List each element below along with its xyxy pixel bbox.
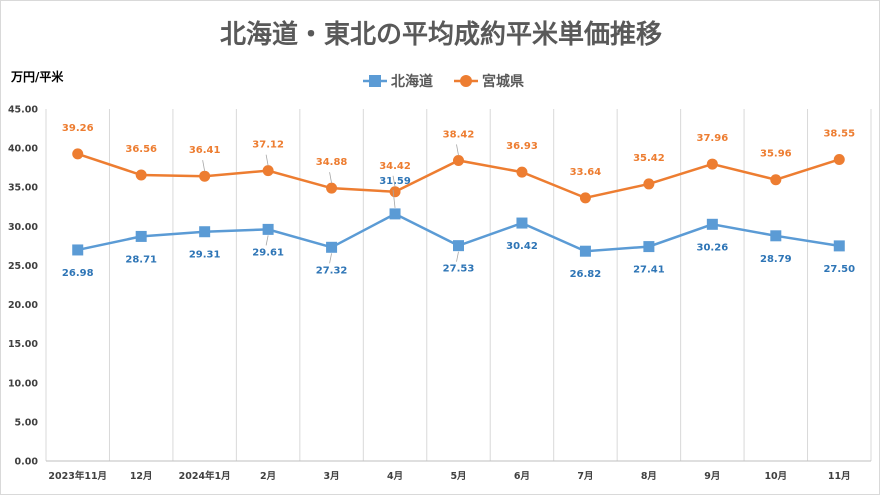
data-label-hokkaido: 28.71: [125, 254, 157, 265]
y-axis-unit-label: 万円/平米: [10, 69, 64, 84]
data-label-miyagi: 38.55: [823, 128, 855, 139]
data-label-hokkaido: 27.50: [823, 264, 855, 275]
data-point-hokkaido: [770, 230, 782, 242]
data-point-miyagi: [833, 153, 845, 165]
y-tick-label: 15.00: [8, 339, 38, 350]
x-tick-label: 10月: [764, 471, 787, 482]
y-tick-label: 25.00: [8, 261, 38, 272]
data-point-miyagi: [579, 192, 591, 204]
y-tick-label: 10.00: [8, 378, 38, 389]
data-point-hokkaido: [262, 223, 274, 235]
data-point-miyagi: [199, 170, 211, 182]
data-label-hokkaido: 27.41: [633, 265, 665, 276]
data-label-miyagi: 37.12: [252, 140, 284, 151]
data-point-hokkaido: [833, 240, 845, 252]
data-label-miyagi: 38.42: [443, 129, 475, 140]
data-label-miyagi: 36.41: [189, 145, 221, 156]
x-tick-label: 5月: [450, 471, 466, 482]
data-point-hokkaido: [706, 218, 718, 230]
data-label-hokkaido: 27.32: [316, 265, 348, 276]
grid-lines: [45, 109, 872, 461]
chart-title: 北海道・東北の平均成約平米単価推移: [220, 19, 662, 50]
legend-marker-miyagi: [460, 75, 472, 87]
label-leader-line: [456, 251, 459, 262]
data-label-hokkaido: 30.42: [506, 241, 538, 252]
label-leader-line: [202, 160, 206, 172]
y-tick-label: 20.00: [8, 300, 38, 311]
data-point-hokkaido: [579, 245, 591, 257]
legend: 北海道 宮城県: [363, 73, 524, 90]
x-tick-label: 2月: [260, 471, 276, 482]
legend-label-hokkaido: 北海道: [391, 73, 433, 90]
data-label-miyagi: 34.88: [316, 157, 348, 168]
x-tick-label: 4月: [387, 471, 403, 482]
x-tick-label: 2024年1月: [179, 470, 231, 482]
data-label-hokkaido: 30.26: [697, 242, 729, 253]
x-tick-label: 2023年11月: [48, 470, 107, 482]
x-tick-label: 7月: [577, 471, 593, 482]
label-leader-line: [456, 144, 459, 156]
data-point-hokkaido: [453, 240, 464, 252]
data-point-hokkaido: [199, 226, 211, 238]
data-label-hokkaido: 29.31: [189, 250, 221, 261]
x-tick-label: 3月: [324, 471, 340, 482]
x-tick-label: 12月: [130, 471, 153, 482]
label-leader-line: [392, 189, 396, 208]
y-tick-label: 40.00: [8, 144, 38, 155]
label-leader-line: [329, 253, 332, 264]
data-point-hokkaido: [326, 241, 338, 253]
x-tick-label: 9月: [704, 471, 720, 482]
data-label-hokkaido: 31.59: [379, 176, 411, 187]
data-point-hokkaido: [135, 230, 147, 242]
x-tick-label: 8月: [641, 471, 657, 482]
data-label-hokkaido: 28.79: [760, 254, 792, 265]
data-label-miyagi: 33.64: [570, 167, 602, 178]
data-label-miyagi: 34.42: [379, 161, 411, 172]
data-label-miyagi: 39.26: [62, 123, 94, 134]
label-leader-line: [392, 175, 396, 187]
label-leader-line: [265, 154, 269, 166]
data-point-miyagi: [389, 186, 401, 198]
x-tick-label: 11月: [828, 471, 851, 482]
data-point-miyagi: [72, 148, 84, 160]
data-point-miyagi: [516, 166, 528, 178]
data-label-miyagi: 35.42: [633, 153, 665, 164]
label-leader-line: [265, 235, 269, 246]
label-leader-line: [329, 172, 332, 184]
data-point-hokkaido: [389, 208, 401, 220]
data-label-hokkaido: 29.61: [252, 247, 284, 258]
series-layer: [72, 148, 845, 257]
data-label-hokkaido: 27.53: [443, 264, 475, 275]
data-point-hokkaido: [643, 241, 655, 253]
data-label-miyagi: 36.93: [506, 141, 538, 152]
y-tick-label: 30.00: [8, 222, 38, 233]
data-point-miyagi: [326, 182, 338, 194]
legend-label-miyagi: 宮城県: [482, 73, 524, 90]
data-labels: 26.98 28.71 29.31 29.61 27.32 31.59 27.53 30.42…: [62, 123, 855, 280]
data-point-miyagi: [262, 165, 274, 177]
data-label-hokkaido: 26.98: [62, 268, 94, 279]
data-point-hokkaido: [72, 244, 84, 256]
data-point-miyagi: [706, 158, 718, 170]
data-label-miyagi: 35.96: [760, 149, 792, 160]
data-label-miyagi: 36.56: [125, 144, 157, 155]
data-point-miyagi: [135, 169, 147, 181]
data-label-miyagi: 37.96: [697, 133, 729, 144]
data-point-miyagi: [453, 154, 464, 166]
y-tick-label: 5.00: [15, 417, 39, 428]
legend-marker-hokkaido: [369, 75, 381, 87]
data-label-hokkaido: 26.82: [570, 269, 602, 280]
y-tick-label: 35.00: [8, 183, 38, 194]
data-point-hokkaido: [516, 217, 528, 229]
y-tick-label: 0.00: [15, 457, 39, 468]
data-point-miyagi: [643, 178, 655, 190]
axes: 0.00 5.00 10.00 15.00 20.00 25.00 30.00 35.00 40…: [8, 105, 871, 482]
data-point-miyagi: [770, 174, 782, 186]
x-tick-label: 6月: [514, 471, 530, 482]
y-tick-label: 45.00: [8, 105, 38, 116]
